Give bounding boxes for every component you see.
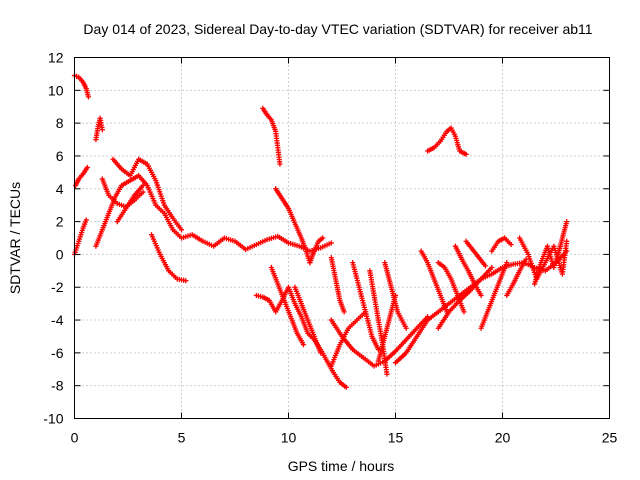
x-tick-label: 20 [495, 430, 511, 446]
data-point [318, 350, 324, 356]
data-point [140, 182, 146, 189]
data-point [183, 278, 189, 284]
series-s31 [504, 256, 529, 299]
series-s04 [93, 115, 105, 143]
y-tick-label: -6 [51, 345, 64, 361]
data-point [384, 371, 390, 377]
y-axis-label: SDTVAR / TECUs [7, 182, 23, 294]
chart-title: Day 014 of 2023, Sidereal Day-to-day VTE… [83, 21, 592, 37]
data-point [99, 127, 105, 133]
data-point [84, 164, 90, 171]
series-s16 [328, 255, 347, 315]
data-point [461, 309, 467, 315]
x-tick-label: 5 [178, 430, 186, 446]
data-point [341, 309, 347, 315]
data-point [85, 94, 92, 100]
series-s30 [489, 235, 514, 254]
series-s11 [273, 186, 313, 266]
data-point [564, 238, 570, 244]
series-s19 [350, 260, 381, 353]
series-s24 [418, 248, 450, 315]
y-tick-labels: -10 -8 -6 -4 -2 0 2 4 6 8 10 12 [43, 50, 63, 427]
axis-ticks [74, 57, 610, 419]
data-point [83, 217, 89, 223]
data-point [478, 292, 484, 299]
y-tick-label: 0 [56, 246, 64, 262]
series-s10 [260, 105, 283, 167]
y-tick-label: -8 [51, 378, 64, 394]
grid-lines [74, 57, 610, 419]
y-tick-label: 2 [56, 214, 64, 230]
y-tick-label: 6 [56, 148, 64, 164]
x-tick-label: 0 [71, 430, 79, 446]
y-tick-label: 10 [48, 82, 64, 98]
data-point [320, 235, 326, 241]
x-tick-labels: 0 5 10 15 20 25 [71, 430, 618, 446]
series-s12 [307, 235, 326, 266]
series-s08 [148, 232, 189, 284]
data-point [482, 263, 488, 269]
data-point [403, 325, 409, 331]
series-s18 [328, 309, 369, 369]
plot-frame [74, 57, 610, 419]
y-tick-label: 4 [56, 181, 64, 197]
data-point [463, 151, 469, 157]
data-point [300, 342, 307, 348]
data-point [343, 384, 349, 390]
series-s03 [72, 164, 90, 189]
series-s02 [71, 217, 89, 258]
data-point [328, 240, 334, 246]
y-tick-label: -4 [51, 312, 64, 328]
series-s27 [435, 264, 495, 331]
series-s22 [382, 260, 409, 331]
data-point [178, 227, 185, 233]
series-s09 [114, 182, 146, 225]
series-s28 [463, 238, 488, 269]
series-s05 [93, 173, 334, 254]
y-tick-label: 8 [56, 115, 64, 131]
x-tick-label: 25 [602, 430, 618, 446]
data-point [277, 161, 283, 167]
data-point [489, 264, 495, 271]
x-tick-label: 10 [281, 430, 297, 446]
data-point [375, 346, 381, 353]
data-point [508, 241, 514, 248]
data-point [140, 189, 146, 195]
y-tick-label: 12 [48, 50, 64, 66]
data-point [564, 218, 570, 225]
x-axis-label: GPS time / hours [288, 458, 395, 474]
series-s29 [478, 260, 510, 331]
series-s15 [292, 284, 324, 356]
data-point [504, 260, 510, 266]
y-tick-label: -2 [51, 279, 64, 295]
x-tick-label: 15 [388, 430, 404, 446]
series-s34 [555, 218, 570, 258]
series-s21 [375, 292, 399, 364]
series-s07 [110, 156, 185, 233]
series-s35 [425, 125, 469, 157]
series-s14 [268, 264, 307, 348]
y-tick-label: -10 [43, 411, 63, 427]
data-marks [71, 72, 570, 390]
